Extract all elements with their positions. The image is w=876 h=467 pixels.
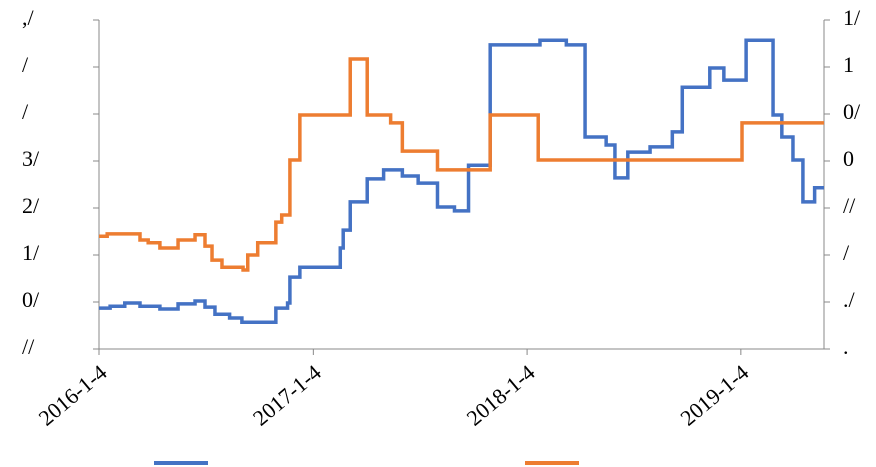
x-tick-label: 2016-1-4 [34, 360, 112, 431]
y-tick-label: // [22, 334, 35, 359]
y2-tick-label: 0/ [843, 99, 861, 124]
y-tick-label: 1/ [22, 240, 40, 265]
series-line [99, 38, 824, 324]
y-tick-label: ,/ [22, 5, 35, 30]
y-tick-label: 3/ [22, 146, 40, 171]
y2-tick-label: 0 [843, 146, 854, 171]
y2-tick-label: / [843, 240, 850, 265]
y2-tick-label: // [843, 193, 856, 218]
y-tick-label: / [22, 52, 29, 77]
y-tick-label: 0/ [22, 287, 40, 312]
y2-tick-label: . [843, 334, 849, 359]
y2-tick-label: ./ [843, 287, 856, 312]
x-tick-label: 2019-1-4 [675, 360, 753, 431]
y2-tick-label: 1/ [843, 5, 861, 30]
y-tick-label: / [22, 99, 29, 124]
y-tick-label: 2/ [22, 193, 40, 218]
series-line [99, 57, 824, 272]
y2-tick-label: 1 [843, 52, 854, 77]
x-tick-label: 2018-1-4 [462, 360, 540, 431]
x-tick-label: 2017-1-4 [248, 360, 326, 431]
